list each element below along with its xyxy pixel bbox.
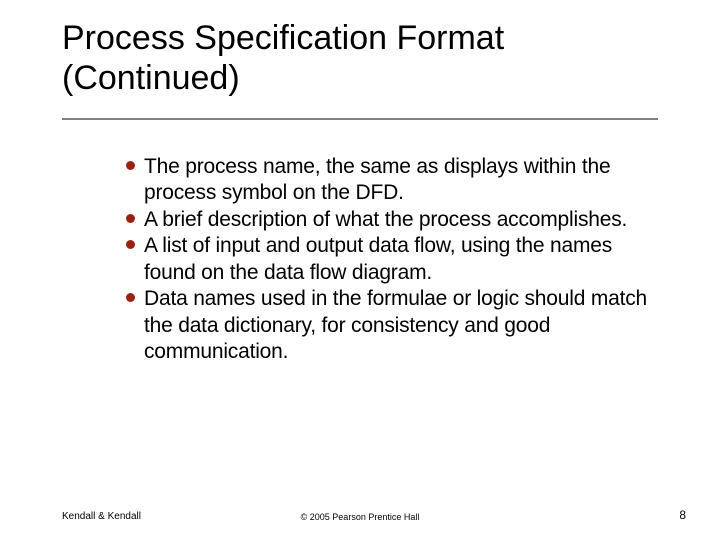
bullet-icon xyxy=(126,214,135,223)
bullet-icon xyxy=(126,293,135,302)
title-underline xyxy=(62,118,658,120)
footer-author: Kendall & Kendall xyxy=(62,511,141,522)
footer-copyright: © 2005 Pearson Prentice Hall xyxy=(301,512,420,522)
page-number: 8 xyxy=(679,508,686,522)
bullet-list: The process name, the same as displays w… xyxy=(126,154,666,366)
list-item: Data names used in the formulae or logic… xyxy=(126,286,666,365)
list-item: The process name, the same as displays w… xyxy=(126,154,666,207)
list-item: A list of input and output data flow, us… xyxy=(126,233,666,286)
bullet-text: The process name, the same as displays w… xyxy=(144,155,610,204)
bullet-icon xyxy=(126,161,135,170)
bullet-icon xyxy=(126,240,135,249)
list-item: A brief description of what the process … xyxy=(126,207,666,233)
bullet-text: A brief description of what the process … xyxy=(144,208,627,231)
slide-title: Process Specification Format (Continued) xyxy=(62,18,662,98)
bullet-text: A list of input and output data flow, us… xyxy=(144,234,612,283)
bullet-text: Data names used in the formulae or logic… xyxy=(144,287,647,363)
